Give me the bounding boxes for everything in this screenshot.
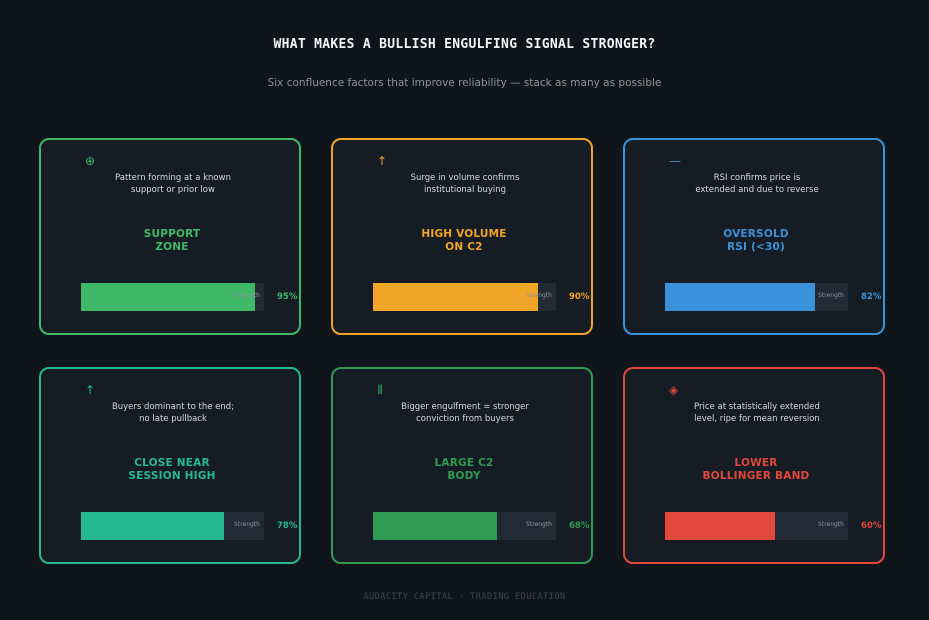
strength-bar-fill	[373, 283, 538, 311]
factor-name: OVERSOLD RSI (<30)	[723, 228, 789, 253]
strength-bar-track: Strength	[81, 512, 264, 540]
strength-bar-fill	[81, 283, 255, 311]
page-subtitle: Six confluence factors that improve reli…	[267, 77, 662, 89]
factor-card-large-body: ||| Bigger engulfment = stronger convict…	[331, 367, 593, 564]
factor-card-support-zone: ⊕ Pattern forming at a known support or …	[39, 138, 301, 335]
factor-name: SUPPORT ZONE	[143, 228, 201, 253]
factor-description: Price at statistically extended level, r…	[694, 402, 820, 424]
strength-percent: 95%	[277, 292, 298, 302]
factor-name: LOWER BOLLINGER BAND	[702, 457, 810, 482]
strength-percent: 60%	[861, 521, 882, 531]
factor-description: Surge in volume confirms institutional b…	[410, 173, 520, 195]
strength-bar-caption: Strength	[818, 292, 844, 299]
strength-percent: 68%	[569, 521, 590, 531]
strength-percent: 78%	[277, 521, 298, 531]
strength-bar-track: Strength	[665, 512, 848, 540]
factor-card-oversold-rsi: — RSI confirms price is extended and due…	[623, 138, 885, 335]
factor-description: Bigger engulfment = stronger conviction …	[401, 402, 529, 424]
factor-card-lower-bollinger: ◈ Price at statistically extended level,…	[623, 367, 885, 564]
strength-bar-track: Strength	[373, 283, 556, 311]
factor-name: CLOSE NEAR SESSION HIGH	[128, 457, 216, 482]
page-title: WHAT MAKES A BULLISH ENGULFING SIGNAL ST…	[273, 37, 656, 52]
strength-bar-fill	[81, 512, 224, 540]
factor-description: Buyers dominant to the end; no late pull…	[111, 402, 235, 424]
factor-card-close-near-high: ↑ Buyers dominant to the end; no late pu…	[39, 367, 301, 564]
arrow-up-icon: ↑	[377, 154, 388, 168]
strength-bar-fill	[665, 512, 775, 540]
strength-bar-fill	[665, 283, 816, 311]
strength-bar-caption: Strength	[526, 521, 552, 528]
factor-card-high-volume: ↑ Surge in volume confirms institutional…	[331, 138, 593, 335]
factor-description: Pattern forming at a known support or pr…	[115, 173, 231, 195]
diamond-icon: ◈	[669, 383, 679, 397]
strength-bar-track: Strength	[81, 283, 264, 311]
arrow-up-icon: ↑	[85, 383, 96, 397]
strength-bar-caption: Strength	[818, 521, 844, 528]
strength-bar-track: Strength	[665, 283, 848, 311]
dash-icon: —	[669, 154, 681, 168]
footer-credit: AUDACITY CAPITAL · TRADING EDUCATION	[363, 592, 566, 602]
strength-bar-track: Strength	[373, 512, 556, 540]
strength-bar-caption: Strength	[234, 292, 260, 299]
target-icon: ⊕	[85, 154, 96, 168]
factor-description: RSI confirms price is extended and due t…	[695, 173, 819, 195]
strength-bar-caption: Strength	[526, 292, 552, 299]
strength-percent: 82%	[861, 292, 882, 302]
strength-bar-fill	[373, 512, 498, 540]
bars-icon: |||	[377, 384, 383, 395]
factor-name: HIGH VOLUME ON C2	[421, 228, 507, 253]
strength-bar-caption: Strength	[234, 521, 260, 528]
strength-percent: 90%	[569, 292, 590, 302]
factor-name: LARGE C2 BODY	[434, 457, 494, 482]
